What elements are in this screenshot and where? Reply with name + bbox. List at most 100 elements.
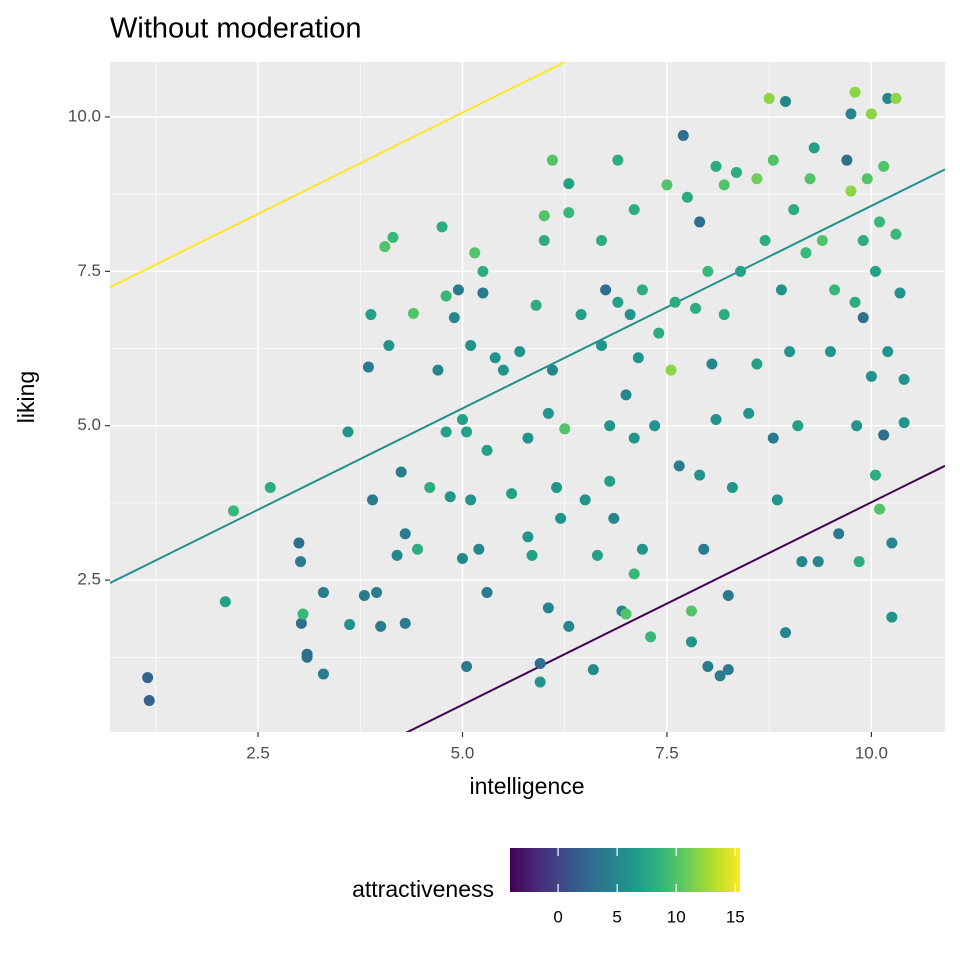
point xyxy=(792,420,804,432)
x-tick-label: 2.5 xyxy=(246,743,270,762)
point xyxy=(456,552,468,564)
point xyxy=(456,414,468,426)
point xyxy=(869,265,881,277)
point xyxy=(375,620,387,632)
point xyxy=(477,265,489,277)
point xyxy=(882,92,894,104)
point xyxy=(317,586,329,598)
point xyxy=(849,296,861,308)
point xyxy=(371,586,383,598)
y-tick-label: 5.0 xyxy=(77,415,101,434)
x-axis-title: intelligence xyxy=(469,773,584,799)
point xyxy=(481,586,493,598)
colorbar-tick-label: 0 xyxy=(553,907,562,926)
point xyxy=(530,299,542,311)
point xyxy=(865,370,877,382)
point xyxy=(604,420,616,432)
point xyxy=(596,234,608,246)
panel xyxy=(110,62,945,732)
point xyxy=(825,346,837,358)
point xyxy=(669,296,681,308)
point xyxy=(620,389,632,401)
point xyxy=(546,364,558,376)
point xyxy=(264,481,276,493)
colorbar-tick-label: 5 xyxy=(612,907,621,926)
point xyxy=(448,312,460,324)
point xyxy=(143,695,155,707)
point xyxy=(812,556,824,568)
point xyxy=(706,358,718,370)
point xyxy=(890,92,902,104)
point xyxy=(295,617,307,629)
point xyxy=(522,531,534,543)
point xyxy=(722,590,734,602)
point xyxy=(710,160,722,172)
point xyxy=(538,234,550,246)
point xyxy=(874,503,886,515)
point xyxy=(677,129,689,141)
point xyxy=(497,364,509,376)
axes: 2.5 5.0 7.5 10.0 2.5 5.0 7.5 10.0 xyxy=(68,106,888,762)
point xyxy=(694,469,706,481)
point xyxy=(767,154,779,166)
point xyxy=(628,568,640,580)
point xyxy=(379,241,391,253)
point xyxy=(730,167,742,179)
fit-line xyxy=(110,168,945,584)
point xyxy=(690,302,702,314)
point xyxy=(681,191,693,203)
point xyxy=(612,296,624,308)
point xyxy=(624,309,636,321)
point xyxy=(869,469,881,481)
point xyxy=(788,204,800,216)
point xyxy=(465,339,477,351)
point xyxy=(563,207,575,219)
point xyxy=(722,664,734,676)
x-tick-label: 10.0 xyxy=(855,743,888,762)
point xyxy=(555,512,567,524)
point xyxy=(898,373,910,385)
point xyxy=(575,309,587,321)
point xyxy=(579,494,591,506)
point xyxy=(702,265,714,277)
point xyxy=(841,154,853,166)
point xyxy=(878,160,890,172)
point xyxy=(851,420,863,432)
x-tick-label: 7.5 xyxy=(655,743,679,762)
point xyxy=(849,86,861,98)
y-axis-title: liking xyxy=(13,371,39,423)
point xyxy=(362,361,374,373)
point xyxy=(563,178,575,190)
point xyxy=(780,96,792,108)
point xyxy=(861,173,873,185)
point xyxy=(295,556,307,568)
point xyxy=(344,619,356,631)
point xyxy=(710,414,722,426)
point xyxy=(461,426,473,438)
point xyxy=(845,108,857,120)
point xyxy=(546,154,558,166)
point xyxy=(367,494,379,506)
fit-line xyxy=(110,62,567,289)
point xyxy=(685,605,697,617)
point xyxy=(853,556,865,568)
point xyxy=(829,284,841,296)
chart-title: Without moderation xyxy=(110,13,361,45)
legend-title: attractiveness xyxy=(352,876,494,902)
point xyxy=(612,154,624,166)
point xyxy=(452,284,464,296)
y-tick-label: 7.5 xyxy=(77,261,101,280)
point xyxy=(673,460,685,472)
point xyxy=(751,173,763,185)
point xyxy=(890,228,902,240)
point xyxy=(743,407,755,419)
point xyxy=(702,661,714,673)
point xyxy=(874,216,886,228)
point xyxy=(620,608,632,620)
point xyxy=(522,432,534,444)
point xyxy=(473,543,485,555)
point xyxy=(465,494,477,506)
lines xyxy=(110,62,945,732)
point xyxy=(771,494,783,506)
